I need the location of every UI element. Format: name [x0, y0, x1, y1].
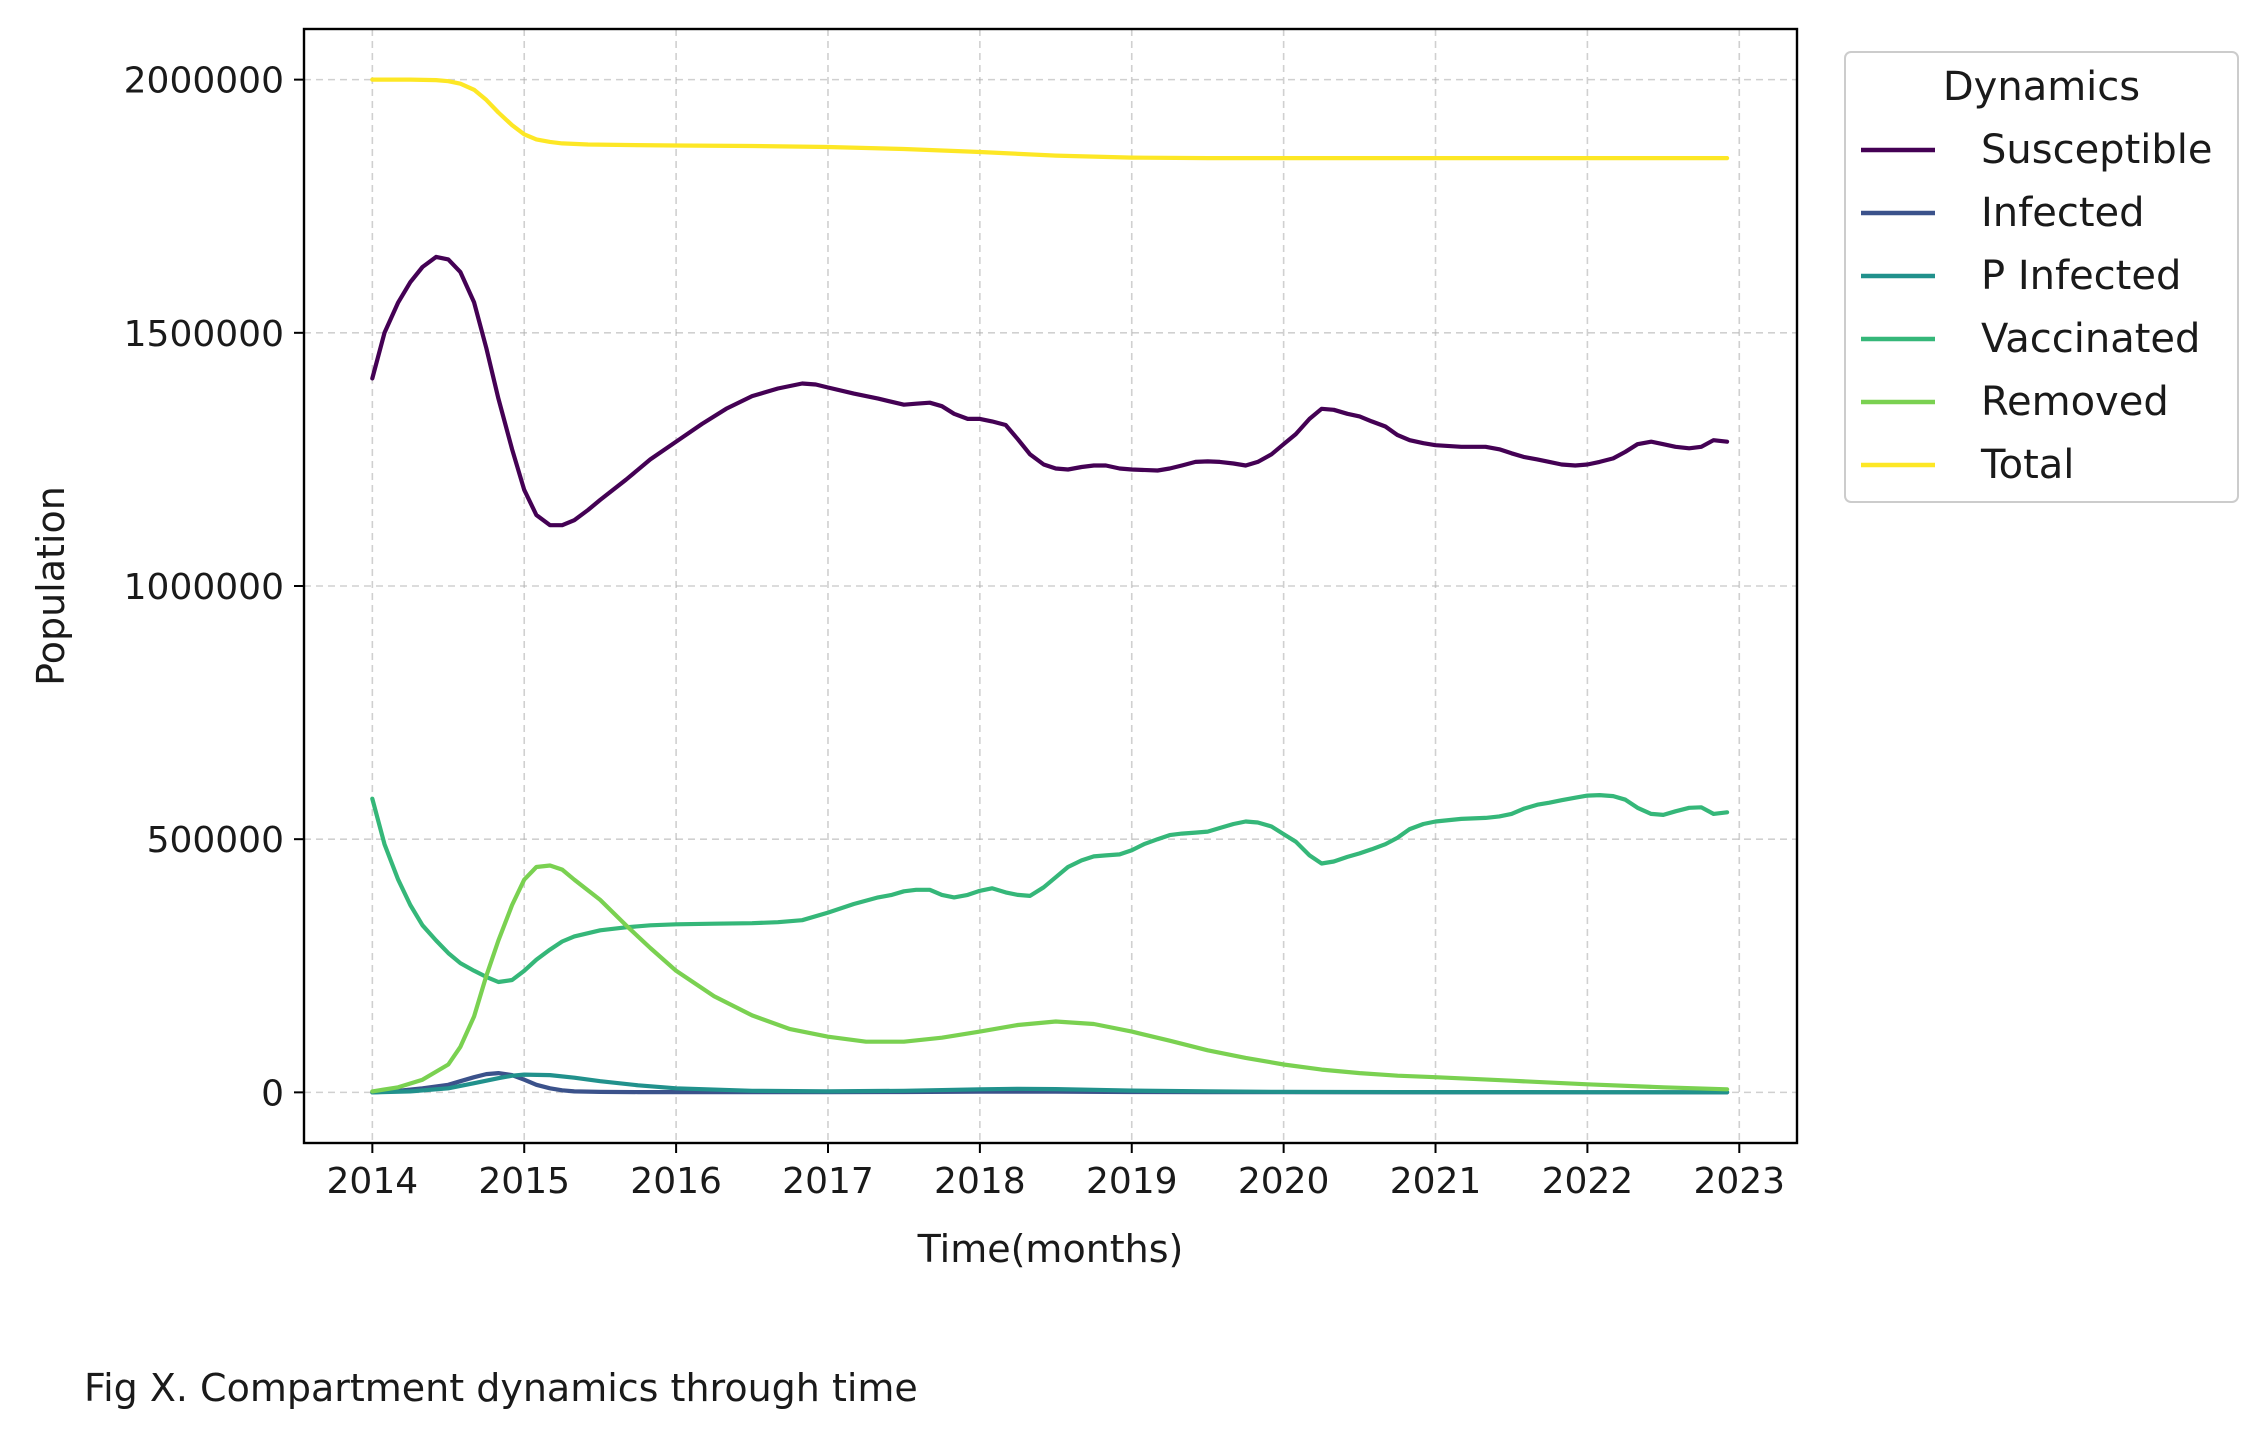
- series-line-vaccinated: [370, 792, 1730, 985]
- x-axis-label: Time(months): [917, 1227, 1184, 1271]
- figure-caption: Fig X. Compartment dynamics through time: [84, 1366, 918, 1410]
- series-line-total: [370, 77, 1730, 161]
- x-tick-label: 2015: [478, 1161, 570, 1202]
- y-tick-label: 1500000: [124, 314, 284, 355]
- legend-label: Vaccinated: [1981, 316, 2200, 362]
- x-tick-label: 2022: [1542, 1161, 1634, 1202]
- legend-items: Susceptible Infected P Infected Vaccinated R…: [1861, 127, 2212, 488]
- x-tick-label: 2019: [1086, 1161, 1178, 1202]
- legend: Dynamics Susceptible Infected P Infected Va…: [1844, 51, 2239, 503]
- x-tick-label: 2017: [782, 1161, 874, 1202]
- y-tick-label: 1000000: [124, 567, 284, 608]
- legend-label: Total: [1980, 442, 2074, 488]
- x-tick-label: 2018: [934, 1161, 1026, 1202]
- y-axis-label: Population: [29, 486, 73, 686]
- legend-label: Infected: [1981, 190, 2145, 236]
- x-tick-label: 2016: [630, 1161, 722, 1202]
- y-tick-label: 0: [261, 1073, 284, 1114]
- legend-label: Susceptible: [1981, 127, 2212, 173]
- x-tick-label: 2020: [1238, 1161, 1330, 1202]
- grid-lines: [304, 29, 1797, 1143]
- series-line-susceptible: [370, 254, 1730, 528]
- series-line-removed: [370, 863, 1730, 1094]
- x-tick-label: 2021: [1390, 1161, 1482, 1202]
- series-line-p-infected: [370, 1072, 1730, 1095]
- axis-ticks: 2014 2015 2016 2017 2018 2019 2020 2021 2022 2023…: [124, 61, 1785, 1202]
- legend-label: Removed: [1981, 379, 2169, 425]
- series-lines: [370, 77, 1730, 1095]
- x-tick-label: 2014: [327, 1161, 419, 1202]
- x-tick-label: 2023: [1693, 1161, 1785, 1202]
- legend-title: Dynamics: [1943, 64, 2140, 110]
- y-tick-label: 500000: [147, 820, 284, 861]
- y-tick-label: 2000000: [124, 61, 284, 102]
- legend-box: [1844, 51, 2239, 503]
- legend-label: P Infected: [1981, 253, 2181, 299]
